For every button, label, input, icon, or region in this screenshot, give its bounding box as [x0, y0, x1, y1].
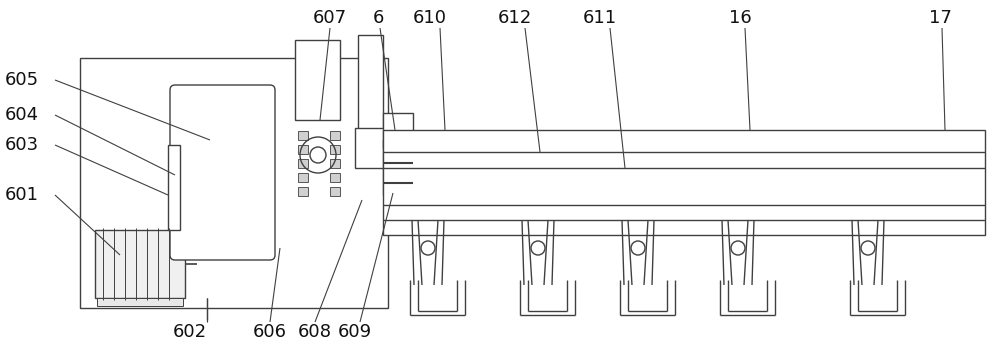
Bar [330, 131, 340, 140]
Bar [355, 128, 385, 168]
Text: 612: 612 [498, 9, 532, 27]
Bar [383, 130, 985, 235]
Text: 605: 605 [5, 71, 39, 89]
Text: 610: 610 [413, 9, 447, 27]
Bar [295, 40, 340, 120]
Bar [80, 58, 388, 308]
Bar [330, 187, 340, 196]
Bar [298, 187, 308, 196]
Bar [383, 140, 413, 195]
Text: 602: 602 [173, 323, 207, 341]
Bar [330, 173, 340, 182]
Text: 608: 608 [298, 323, 332, 341]
Bar [330, 145, 340, 154]
Bar [168, 145, 180, 230]
Text: 603: 603 [5, 136, 39, 154]
FancyBboxPatch shape [170, 85, 275, 260]
Text: 609: 609 [338, 323, 372, 341]
Bar [298, 131, 308, 140]
Bar [330, 159, 340, 168]
Text: 17: 17 [929, 9, 951, 27]
Text: 606: 606 [253, 323, 287, 341]
Text: 611: 611 [583, 9, 617, 27]
Bar [298, 173, 308, 182]
Text: 604: 604 [5, 106, 39, 124]
Text: 6: 6 [372, 9, 384, 27]
Text: 601: 601 [5, 186, 39, 204]
Text: 16: 16 [729, 9, 751, 27]
Bar [298, 159, 308, 168]
Bar [383, 113, 413, 148]
Bar [97, 298, 183, 306]
Bar [298, 145, 308, 154]
Bar [95, 230, 185, 298]
Text: 607: 607 [313, 9, 347, 27]
Bar [358, 35, 383, 130]
